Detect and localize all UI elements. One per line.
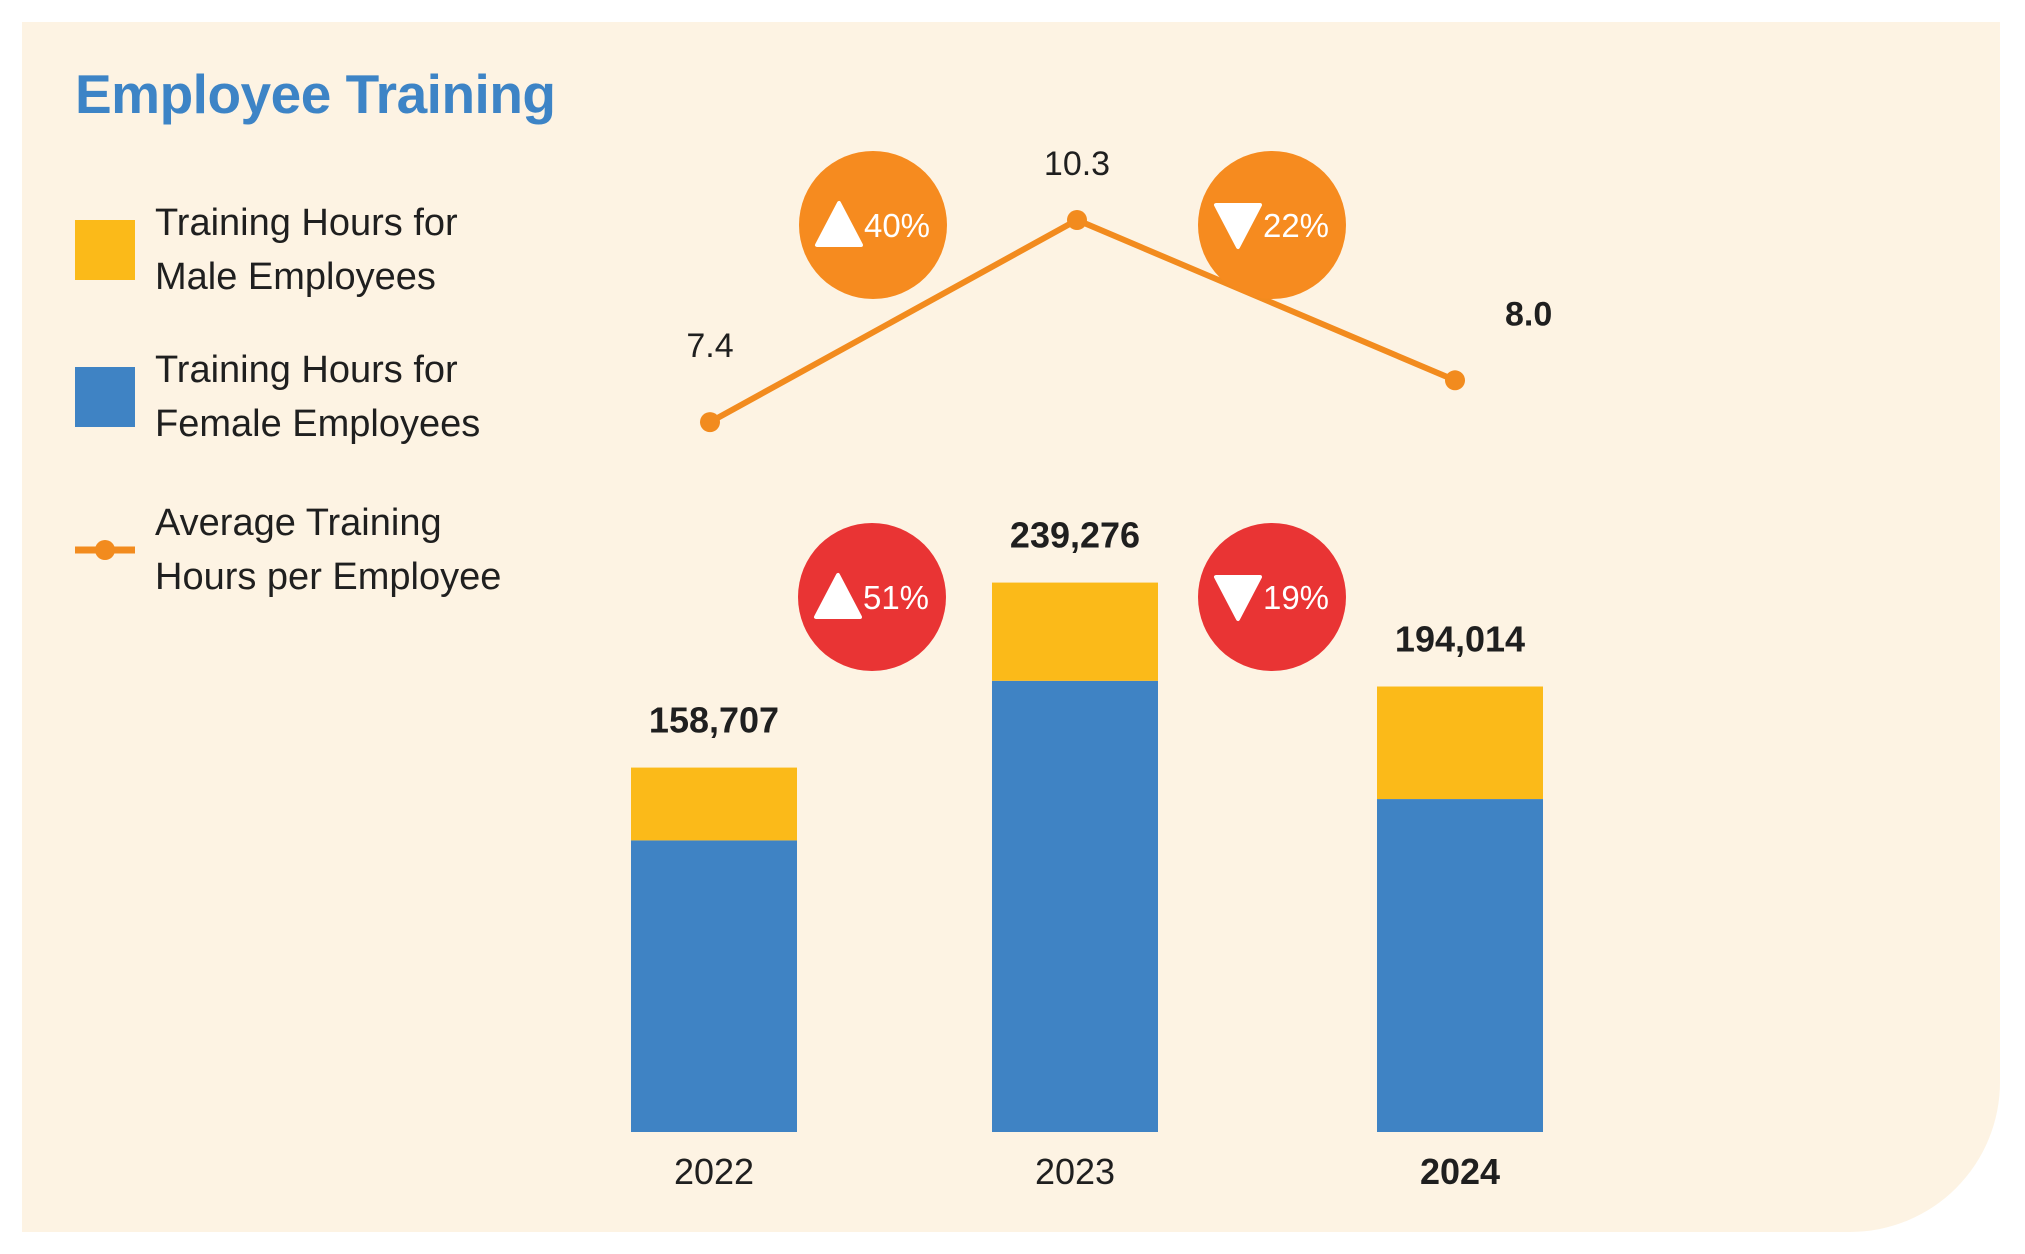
x-tick-label-2022: 2022	[674, 1151, 754, 1192]
bar-change-2023-2024-badge	[1198, 523, 1346, 671]
bar-female-2023	[992, 680, 1158, 1132]
bar-male-2023	[992, 582, 1158, 681]
bar-change-2022-2023-badge	[798, 523, 946, 671]
line-point-2024	[1445, 370, 1465, 391]
legend-label-average: Average Training Hours per Employee	[155, 502, 502, 598]
line-value-label-2023: 10.3	[1044, 145, 1110, 183]
bar-male-2024	[1377, 686, 1543, 800]
chart-title: Employee Training	[75, 63, 556, 125]
legend-item-male: Training Hours for Male Employees	[75, 196, 535, 304]
bar-total-label-2022: 158,707	[649, 700, 779, 741]
bar-total-label-2023: 239,276	[1010, 515, 1140, 556]
legend-item-female: Training Hours for Female Employees	[75, 343, 535, 451]
legend-swatch-female	[75, 367, 135, 427]
line-change-2022-2023-badge	[799, 151, 947, 299]
bar-male-2022	[631, 767, 797, 841]
bar-total-label-2024: 194,014	[1395, 619, 1525, 660]
legend-swatch-male	[75, 220, 135, 280]
legend-line-marker-icon	[75, 540, 135, 560]
arrow-up-icon	[815, 201, 863, 247]
line-change-2023-2024-badge-label: 22%	[1263, 207, 1329, 244]
line-value-label-2022: 7.4	[686, 327, 733, 365]
line-point-2022	[700, 412, 720, 433]
arrow-down-icon	[1214, 203, 1262, 249]
legend-label-male: Training Hours for Male Employees	[155, 202, 458, 298]
line-value-label-2024: 8.0	[1505, 295, 1552, 333]
legend-item-average: Average Training Hours per Employee	[75, 496, 535, 604]
arrow-up-icon	[814, 573, 862, 619]
bar-female-2024	[1377, 799, 1543, 1132]
legend-label-female: Training Hours for Female Employees	[155, 349, 481, 445]
x-tick-label-2024: 2024	[1420, 1151, 1500, 1192]
arrow-down-icon	[1214, 575, 1262, 621]
line-change-2022-2023-badge-label: 40%	[864, 207, 930, 244]
bar-female-2022	[631, 840, 797, 1132]
bar-change-2022-2023-badge-label: 51%	[863, 579, 929, 616]
x-tick-label-2023: 2023	[1035, 1151, 1115, 1192]
line-point-2023	[1067, 210, 1087, 230]
bar-change-2023-2024-badge-label: 19%	[1263, 579, 1329, 616]
line-change-2023-2024-badge	[1198, 151, 1346, 299]
